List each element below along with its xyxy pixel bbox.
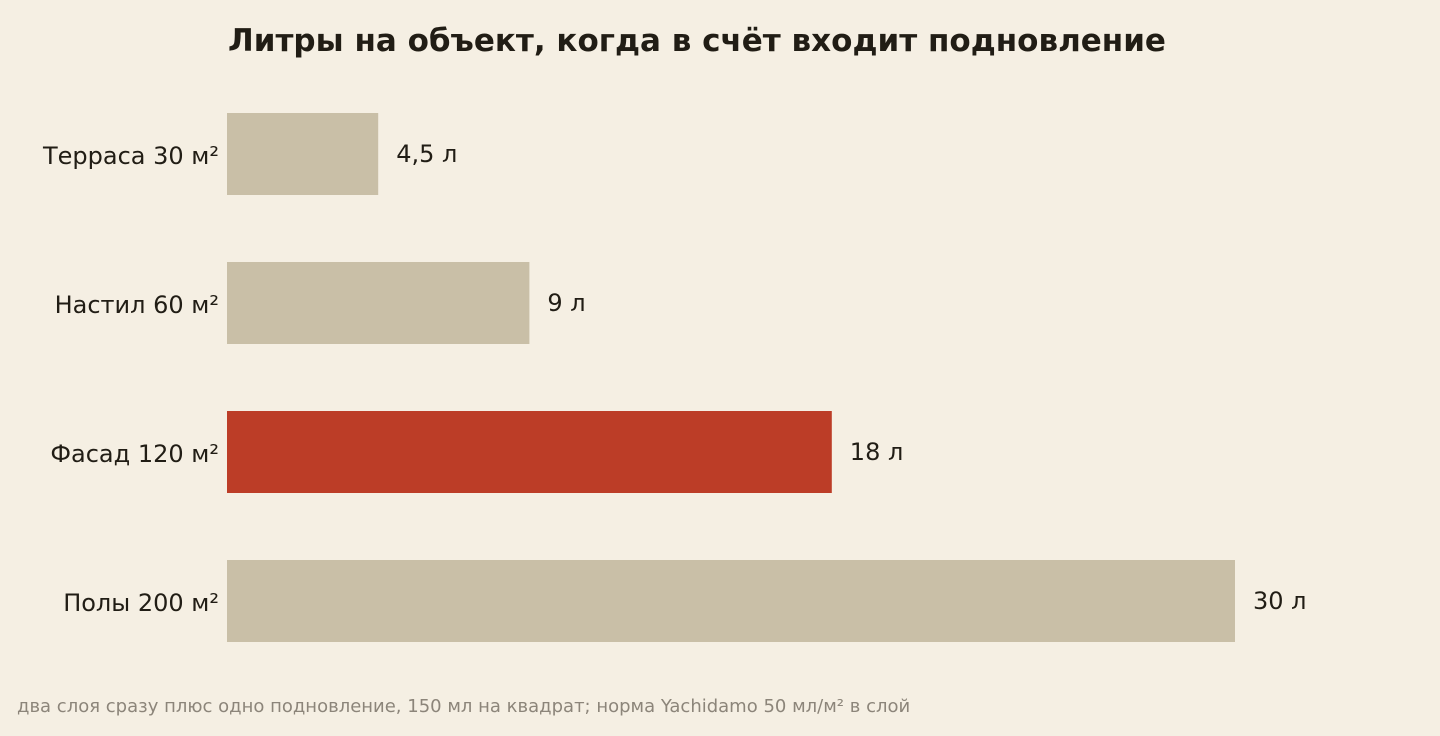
value-label-2: 18 л <box>850 438 904 466</box>
value-label-3: 30 л <box>1253 587 1307 615</box>
bar-3 <box>227 560 1235 642</box>
value-label-1: 9 л <box>547 289 585 317</box>
bar-chart: Литры на объект, когда в счёт входит под… <box>42 23 1307 642</box>
chart-footnote: два слоя сразу плюс одно подновление, 15… <box>17 696 911 717</box>
category-label-3: Полы 200 м² <box>63 589 219 617</box>
bars-group: Терраса 30 м² 4,5 л Настил 60 м² 9 л Фасад 1… <box>42 113 1307 642</box>
category-label-2: Фасад 120 м² <box>50 440 219 468</box>
category-label-1: Настил 60 м² <box>55 291 219 319</box>
bar-0 <box>227 113 379 195</box>
bar-1 <box>227 262 530 344</box>
value-label-0: 4,5 л <box>396 140 457 168</box>
category-label-0: Терраса 30 м² <box>42 142 219 170</box>
chart-title: Литры на объект, когда в счёт входит под… <box>228 23 1166 59</box>
bar-2 <box>227 411 832 493</box>
